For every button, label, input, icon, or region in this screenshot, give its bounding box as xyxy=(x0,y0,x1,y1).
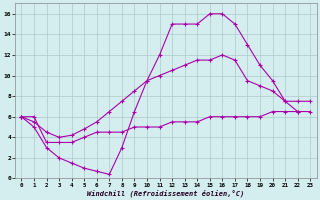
X-axis label: Windchill (Refroidissement éolien,°C): Windchill (Refroidissement éolien,°C) xyxy=(87,189,244,197)
